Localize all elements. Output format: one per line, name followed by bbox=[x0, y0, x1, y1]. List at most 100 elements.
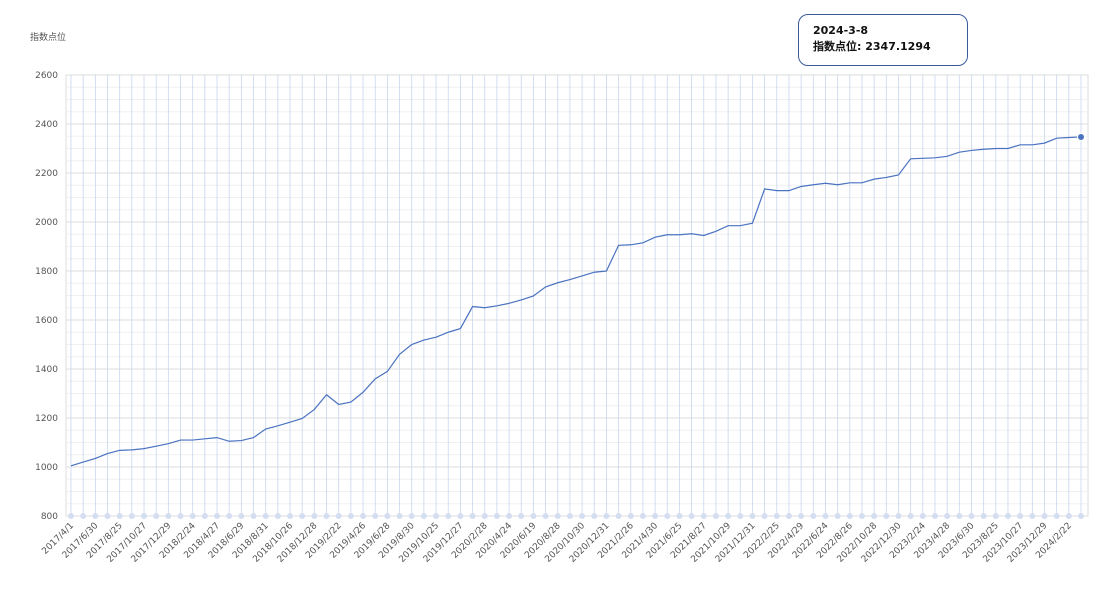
y-tick-label: 2400 bbox=[35, 120, 58, 130]
axis-dot bbox=[299, 513, 306, 519]
axis-dot bbox=[1053, 513, 1060, 519]
axis-dot bbox=[1078, 513, 1084, 519]
axis-dot bbox=[420, 513, 427, 519]
axis-dot bbox=[1017, 513, 1024, 519]
axis-dot bbox=[712, 513, 719, 519]
axis-dot bbox=[396, 513, 403, 519]
axis-dot bbox=[323, 513, 330, 519]
y-tick-label: 1800 bbox=[35, 267, 58, 277]
axis-dot bbox=[1041, 513, 1048, 519]
axis-dot bbox=[506, 513, 513, 519]
axis-dot bbox=[1029, 513, 1036, 519]
axis-dot bbox=[688, 513, 695, 519]
axis-dot bbox=[493, 513, 500, 519]
axis-dot bbox=[226, 513, 233, 519]
axis-dot bbox=[725, 513, 732, 519]
axis-dot bbox=[883, 513, 890, 519]
axis-dot bbox=[141, 513, 148, 519]
axis-dot bbox=[201, 513, 208, 519]
axis-dot bbox=[250, 513, 257, 519]
axis-dot bbox=[919, 513, 926, 519]
y-tick-label: 800 bbox=[41, 512, 58, 522]
axis-dot bbox=[639, 513, 646, 519]
axis-dot bbox=[700, 513, 707, 519]
y-tick-label: 1400 bbox=[35, 365, 58, 375]
axis-dot bbox=[311, 513, 318, 519]
axis-dot bbox=[177, 513, 184, 519]
tooltip: 2024-3-8 指数点位: 2347.1294 bbox=[798, 14, 968, 66]
tooltip-text: 指数点位: 2347.1294 bbox=[813, 40, 931, 53]
axis-dot bbox=[262, 513, 269, 519]
axis-dot bbox=[408, 513, 415, 519]
axis-dot bbox=[518, 513, 525, 519]
axis-dot bbox=[749, 513, 756, 519]
axis-dot bbox=[433, 513, 440, 519]
axis-dot bbox=[907, 513, 914, 519]
axis-dot bbox=[931, 513, 938, 519]
axis-dot bbox=[956, 513, 963, 519]
axis-dot bbox=[457, 513, 464, 519]
axis-dot bbox=[798, 513, 805, 519]
axis-dot bbox=[347, 513, 354, 519]
axis-dot bbox=[104, 513, 111, 519]
axis-dot bbox=[384, 513, 391, 519]
axis-dot bbox=[542, 513, 549, 519]
axis-dot bbox=[1065, 513, 1072, 519]
axis-dot bbox=[530, 513, 537, 519]
axis-dot bbox=[214, 513, 221, 519]
axis-dot bbox=[846, 513, 853, 519]
y-tick-label: 2200 bbox=[35, 169, 58, 179]
axis-dot bbox=[335, 513, 342, 519]
axis-dot bbox=[360, 513, 367, 519]
axis-dot bbox=[469, 513, 476, 519]
axis-dot bbox=[579, 513, 586, 519]
axis-dot bbox=[1004, 513, 1011, 519]
axis-dot bbox=[591, 513, 598, 519]
axis-dot bbox=[372, 513, 379, 519]
axis-dot bbox=[785, 513, 792, 519]
axis-dot bbox=[664, 513, 671, 519]
axis-dot bbox=[481, 513, 488, 519]
axis-dot bbox=[895, 513, 902, 519]
series-line bbox=[70, 136, 1082, 467]
axis-dot bbox=[153, 513, 160, 519]
axis-dot bbox=[737, 513, 744, 519]
axis-dot bbox=[627, 513, 634, 519]
y-tick-label: 2000 bbox=[35, 218, 58, 228]
axis-dot bbox=[871, 513, 878, 519]
axis-dot bbox=[615, 513, 622, 519]
y-tick-label: 1000 bbox=[35, 463, 58, 473]
axis-dot bbox=[968, 513, 975, 519]
axis-dot bbox=[980, 513, 987, 519]
axis-dot bbox=[128, 513, 135, 519]
axis-dot bbox=[761, 513, 768, 519]
axis-dot bbox=[238, 513, 245, 519]
axis-dot bbox=[834, 513, 841, 519]
tooltip-title: 2024-3-8 bbox=[813, 24, 869, 37]
axis-dot bbox=[810, 513, 817, 519]
axis-dot bbox=[554, 513, 561, 519]
axis-dot bbox=[92, 513, 99, 519]
axis-dot bbox=[189, 513, 196, 519]
axis-dot bbox=[773, 513, 780, 519]
axis-dot bbox=[944, 513, 951, 519]
axis-dot bbox=[274, 513, 281, 519]
axis-dot bbox=[68, 513, 74, 519]
axis-dot bbox=[566, 513, 573, 519]
axis-dot bbox=[80, 513, 87, 519]
axis-dot bbox=[165, 513, 172, 519]
axis-dot bbox=[603, 513, 610, 519]
y-tick-label: 2600 bbox=[35, 71, 58, 81]
y-tick-label: 1200 bbox=[35, 414, 58, 424]
axis-dot bbox=[822, 513, 829, 519]
axis-dot bbox=[287, 513, 294, 519]
y-tick-label: 1600 bbox=[35, 316, 58, 326]
axis-dot bbox=[858, 513, 865, 519]
y-axis-title: 指数点位 bbox=[30, 31, 66, 43]
axis-dot bbox=[676, 513, 683, 519]
axis-dot bbox=[652, 513, 659, 519]
axis-dot bbox=[992, 513, 999, 519]
highlight-point bbox=[1077, 132, 1085, 141]
axis-dot bbox=[116, 513, 123, 519]
